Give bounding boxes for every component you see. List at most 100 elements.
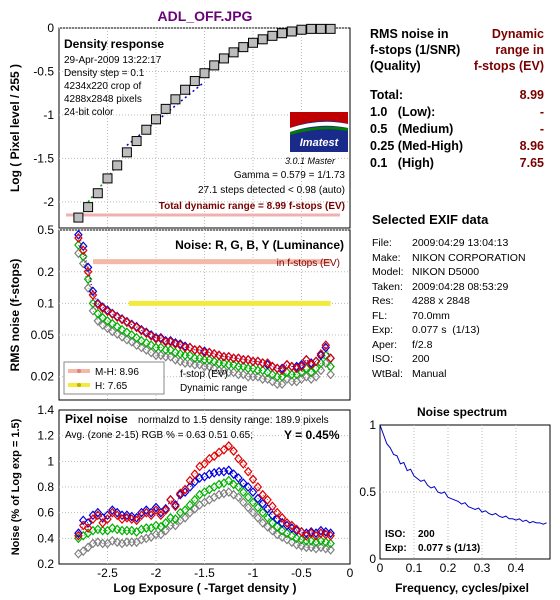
pixel-point — [161, 518, 170, 528]
pixel-point — [171, 501, 180, 512]
noise-point — [195, 345, 204, 355]
noise-point — [321, 340, 331, 351]
noise-point — [156, 342, 166, 353]
pixel-point — [316, 535, 326, 546]
pixel-point — [248, 507, 258, 518]
pixel-point — [306, 528, 316, 539]
noise-y-tick: 0.05 — [31, 328, 55, 342]
pixel-noise-x-axis-label: Log Exposure ( -Target density ) — [113, 581, 296, 595]
pixel-point — [253, 482, 263, 492]
noise-point — [122, 327, 132, 338]
noise-point — [209, 363, 219, 374]
pixel-point — [108, 507, 117, 518]
noise-point — [229, 367, 238, 378]
pixel-point — [190, 494, 200, 505]
noise-point — [156, 350, 166, 361]
noise-point — [253, 356, 263, 367]
noise-point — [209, 356, 219, 367]
pixel-point — [156, 529, 166, 540]
density-info-line: 4234x220 crop of — [64, 81, 142, 92]
noise-point — [146, 347, 156, 358]
noise-line-Y — [78, 253, 331, 385]
density-point — [189, 76, 200, 87]
pixel-point — [146, 510, 156, 521]
density-title: Density response — [64, 37, 164, 51]
pixel-point — [161, 503, 170, 514]
pixel-point — [88, 514, 98, 524]
density-point — [277, 28, 288, 39]
pixel-point — [243, 492, 253, 503]
pixel-point — [151, 520, 161, 531]
exif-key: Taken: — [372, 280, 403, 293]
gamma-text: Gamma = 0.579 = 1/1.73 — [234, 170, 346, 181]
noise-point — [78, 241, 88, 252]
noise-point — [180, 341, 190, 352]
density-y-tick: -2 — [43, 195, 54, 209]
noise-point — [93, 308, 103, 319]
density-point — [218, 53, 229, 64]
density-point — [306, 23, 317, 34]
pixel-point — [239, 487, 248, 498]
pixel-point — [243, 466, 253, 477]
pixel-point — [316, 528, 326, 539]
exif-value: Manual — [412, 367, 447, 380]
noise-point — [205, 354, 214, 365]
pixel-point — [243, 482, 253, 492]
noise-point — [142, 337, 151, 348]
pixel-point — [108, 523, 117, 533]
noise-point — [103, 316, 112, 326]
noise-y-tick: 0.02 — [31, 370, 55, 384]
pixel-point — [219, 444, 229, 455]
pixel-point — [224, 465, 234, 476]
pixel-point — [292, 533, 301, 544]
density-point — [160, 103, 171, 114]
pixel-x-tick: 0 — [347, 566, 354, 580]
noise-point — [93, 299, 103, 310]
noise-point — [98, 320, 107, 331]
noise-point — [127, 336, 137, 347]
noise-point — [209, 348, 219, 359]
pixel-point — [258, 489, 267, 500]
noise-point — [146, 340, 156, 351]
pixel-series-G — [74, 475, 335, 549]
pixel-point — [272, 514, 282, 524]
pixel-point — [287, 520, 297, 531]
pixel-point — [175, 488, 185, 499]
density-info-line: 24-bit color — [64, 107, 114, 118]
summary-row-label: Total: — [370, 88, 404, 102]
noise-point — [316, 348, 326, 359]
pixel-point — [239, 497, 248, 508]
pixel-point — [112, 537, 122, 548]
pixel-point — [151, 505, 161, 516]
noise-y-tick: 0.5 — [37, 223, 54, 237]
spectrum-y-tick: 0 — [369, 552, 376, 566]
exif-key: ISO: — [372, 353, 394, 365]
spectrum-y-tick: 1 — [369, 418, 376, 432]
pixel-y-tick: 1.2 — [37, 429, 54, 443]
noise-point — [127, 330, 137, 340]
pixel-y-tick: 0.4 — [37, 531, 54, 545]
pixel-noise-y-value: Y = 0.45% — [284, 428, 340, 442]
spectrum-title: Noise spectrum — [417, 405, 507, 419]
pixel-point — [326, 528, 335, 539]
pixel-point — [74, 530, 83, 541]
noise-point — [156, 332, 166, 343]
pixel-point — [239, 478, 248, 489]
pixel-point — [234, 453, 243, 464]
exif-value: 2009:04:28 08:53:29 — [412, 280, 509, 293]
summary-row-label: 0.5 (Medium) — [370, 122, 454, 136]
pixel-point — [292, 525, 301, 536]
pixel-point — [171, 514, 180, 524]
spectrum-exp-value: 0.077 s (1/13) — [418, 543, 480, 554]
noise-point — [175, 356, 185, 367]
pixel-point — [306, 542, 316, 553]
pixel-point — [93, 537, 103, 548]
pixel-point — [234, 482, 243, 492]
file-title: ADL_OFF.JPG — [158, 8, 253, 24]
pixel-point — [127, 525, 137, 536]
noise-point — [272, 363, 282, 374]
spectrum-iso-value: 200 — [418, 529, 435, 540]
noise-point — [326, 361, 335, 372]
pixel-point — [132, 515, 141, 526]
pixel-point — [272, 529, 282, 540]
